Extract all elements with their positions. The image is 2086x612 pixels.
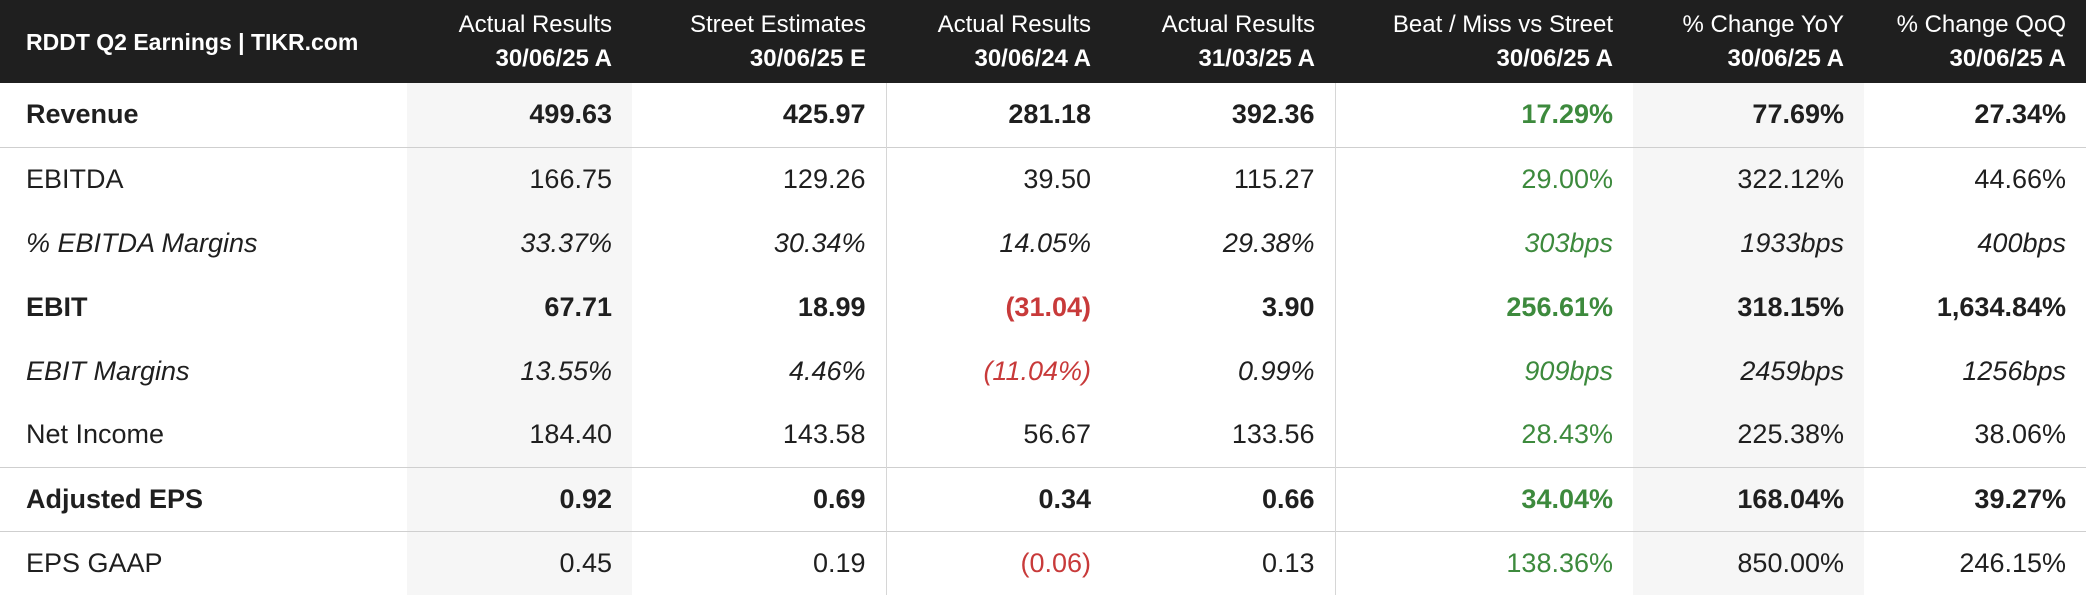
- table-cell: 0.19: [632, 530, 886, 595]
- table-cell: 33.37%: [407, 211, 632, 275]
- table-cell: 1256bps: [1962, 355, 2066, 386]
- table-row: Adjusted EPS 0.92 0.69 0.34 0.66 34.04% 168.04…: [0, 466, 2086, 531]
- table-cell: 1,634.84%: [1936, 291, 2066, 322]
- table-cell: 166.75: [407, 146, 632, 211]
- table-cell: 27.34%: [1974, 99, 2066, 130]
- col-header-3: Actual Results 31/03/25 A: [1161, 10, 1315, 72]
- table-cell: 425.97: [782, 99, 866, 130]
- table-cell: 256.61%: [1334, 275, 1633, 339]
- table-cell: 318.15%: [1633, 275, 1864, 339]
- table-cell: 67.71: [407, 275, 632, 339]
- row-label: % EBITDA Margins: [26, 227, 258, 258]
- table-cell: 133.56: [1231, 419, 1315, 450]
- table-cell: 39.27%: [1864, 466, 2086, 531]
- col-header-5: % Change YoY 30/06/25 A: [1682, 10, 1844, 72]
- row-label: EPS GAAP: [0, 530, 407, 595]
- table-cell: 56.67: [885, 403, 1111, 467]
- table-cell: 909bps: [1334, 339, 1633, 403]
- table-row: EBITDA 166.75 129.26 39.50 115.27 29.00% 322.1…: [0, 146, 2086, 211]
- table-cell: 38.06%: [1974, 419, 2066, 450]
- row-label: Revenue: [26, 99, 139, 130]
- table-cell: 0.13: [1111, 530, 1335, 595]
- table-row: EPS GAAP 0.45 0.19 (0.06) 0.13 138.36% 850.00%…: [0, 530, 2086, 595]
- table-row: EBIT 67.71 18.99 (31.04) 3.90 256.61% 318.15% 1…: [0, 275, 2086, 339]
- table-cell: 1933bps: [1633, 211, 1864, 275]
- table-cell: 184.40: [407, 403, 632, 467]
- table-cell: 0.92: [407, 466, 632, 531]
- header-row: RDDT Q2 Earnings | TIKR.com Actual Resul…: [0, 0, 2086, 83]
- table-cell: 138.36%: [1334, 530, 1633, 595]
- table-cell: 168.04%: [1633, 466, 1864, 531]
- table-cell: 0.45: [407, 530, 632, 595]
- col-header-2: Actual Results 30/06/24 A: [937, 10, 1091, 72]
- table-cell: 44.66%: [1864, 146, 2086, 211]
- table-cell: 129.26: [632, 146, 886, 211]
- table-cell: 13.55%: [407, 339, 632, 403]
- col-header-1: Street Estimates 30/06/25 E: [689, 10, 866, 72]
- table-cell: 34.04%: [1334, 466, 1633, 531]
- table-cell: (11.04%): [885, 339, 1111, 403]
- table-cell: 0.66: [1111, 466, 1335, 531]
- row-label: EBITDA: [0, 146, 407, 211]
- row-label: Adjusted EPS: [0, 466, 407, 531]
- table-cell: 29.00%: [1334, 146, 1633, 211]
- table-cell: 225.38%: [1633, 403, 1864, 467]
- table-cell: (31.04): [885, 275, 1111, 339]
- table-cell: 3.90: [1261, 291, 1315, 322]
- table-row: EBIT Margins 13.55% 4.46% (11.04%) 0.99% 909b…: [0, 339, 2086, 403]
- table-cell: 400bps: [1977, 227, 2066, 258]
- row-label: Net Income: [26, 419, 165, 450]
- col-header-4: Beat / Miss vs Street 30/06/25 A: [1392, 10, 1613, 72]
- earnings-table: RDDT Q2 Earnings | TIKR.com Actual Resul…: [0, 0, 2086, 595]
- table-title: RDDT Q2 Earnings | TIKR.com: [26, 28, 359, 55]
- table-cell: 115.27: [1111, 146, 1335, 211]
- table-body: Revenue 499.63 425.97 281.18 392.36 17.29% 77.…: [0, 83, 2086, 595]
- table-cell: 0.69: [632, 466, 886, 531]
- table-cell: (0.06): [885, 530, 1111, 595]
- table-cell: 322.12%: [1633, 146, 1864, 211]
- table-cell: 14.05%: [885, 211, 1111, 275]
- table-cell: 28.43%: [1334, 403, 1633, 467]
- table-cell: 18.99: [797, 291, 866, 322]
- table-cell: 29.38%: [1222, 227, 1315, 258]
- table-cell: 39.50: [885, 146, 1111, 211]
- row-label: EBIT: [26, 291, 88, 322]
- table-row: % EBITDA Margins 33.37% 30.34% 14.05% 29.38%…: [0, 211, 2086, 275]
- table-cell: 17.29%: [1334, 83, 1633, 147]
- table-cell: 303bps: [1334, 211, 1633, 275]
- table-cell: 281.18: [885, 83, 1111, 147]
- table-cell: 0.99%: [1237, 355, 1315, 386]
- table-cell: 850.00%: [1633, 530, 1864, 595]
- table-cell: 143.58: [782, 419, 866, 450]
- table-cell: 4.46%: [788, 355, 866, 386]
- table-cell: 2459bps: [1633, 339, 1864, 403]
- table-row: Net Income 184.40 143.58 56.67 133.56 28.43% 2…: [0, 403, 2086, 467]
- col-header-0: Actual Results 30/06/25 A: [458, 10, 612, 72]
- table-cell: 77.69%: [1633, 83, 1864, 147]
- row-label: EBIT Margins: [26, 355, 190, 386]
- table-cell: 30.34%: [773, 227, 866, 258]
- table-cell: 0.34: [885, 466, 1111, 531]
- table-cell: 392.36: [1231, 99, 1315, 130]
- table-cell: 246.15%: [1864, 530, 2086, 595]
- col-header-6: % Change QoQ 30/06/25 A: [1896, 10, 2066, 72]
- table-row: Revenue 499.63 425.97 281.18 392.36 17.29% 77.…: [0, 83, 2086, 147]
- table-cell: 499.63: [407, 83, 632, 147]
